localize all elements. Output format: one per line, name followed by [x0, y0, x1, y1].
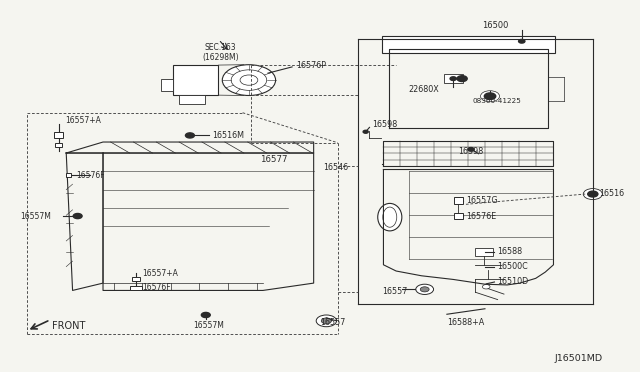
Bar — [454, 213, 463, 219]
Text: 16510D: 16510D — [498, 277, 529, 286]
Bar — [161, 78, 173, 92]
Circle shape — [316, 315, 337, 327]
Ellipse shape — [383, 207, 397, 227]
Text: 16516M: 16516M — [212, 131, 244, 140]
Text: (16298M): (16298M) — [202, 53, 239, 62]
Text: 16516: 16516 — [599, 189, 624, 198]
Text: 16557: 16557 — [382, 287, 408, 296]
Circle shape — [240, 75, 258, 85]
Circle shape — [481, 91, 500, 102]
Text: 08360-41225: 08360-41225 — [472, 98, 521, 104]
Circle shape — [484, 93, 496, 100]
Circle shape — [583, 189, 602, 199]
Circle shape — [457, 76, 467, 81]
Circle shape — [363, 130, 368, 133]
Bar — [66, 173, 71, 177]
Text: SEC.163: SEC.163 — [205, 43, 236, 52]
Bar — [179, 95, 205, 104]
Text: 16588+A: 16588+A — [447, 318, 484, 327]
Bar — [444, 74, 463, 83]
Text: 16576P: 16576P — [296, 61, 326, 70]
Circle shape — [468, 148, 474, 151]
Bar — [54, 132, 63, 138]
Text: 16577: 16577 — [260, 155, 287, 164]
Text: 16557M: 16557M — [20, 212, 51, 221]
Circle shape — [222, 65, 276, 96]
Circle shape — [416, 284, 433, 295]
Circle shape — [518, 39, 525, 43]
Bar — [173, 65, 218, 95]
Circle shape — [321, 318, 332, 324]
Bar — [56, 143, 62, 147]
Circle shape — [450, 77, 456, 80]
Text: 16500C: 16500C — [498, 262, 529, 271]
Circle shape — [483, 285, 490, 289]
Text: 16576F: 16576F — [76, 171, 104, 180]
Circle shape — [73, 214, 82, 219]
Circle shape — [186, 133, 195, 138]
Text: 16557: 16557 — [320, 318, 346, 327]
Bar — [476, 247, 493, 256]
Text: 16557+A: 16557+A — [142, 269, 178, 278]
Bar — [382, 36, 555, 53]
Text: FRONT: FRONT — [52, 321, 86, 331]
Text: 16500: 16500 — [482, 21, 508, 30]
Text: 16557G: 16557G — [466, 196, 497, 205]
Text: J16501MD: J16501MD — [555, 354, 603, 363]
Text: 16598: 16598 — [458, 147, 484, 156]
Text: 16598: 16598 — [372, 120, 397, 129]
Text: 16557M: 16557M — [193, 321, 224, 330]
Circle shape — [420, 287, 429, 292]
Bar — [454, 198, 463, 204]
Text: 16557+A: 16557+A — [65, 116, 101, 125]
Ellipse shape — [378, 203, 402, 231]
Text: 16588: 16588 — [498, 247, 523, 256]
Circle shape — [231, 70, 267, 90]
Text: 16576F: 16576F — [142, 283, 171, 292]
Bar — [132, 277, 140, 281]
Circle shape — [202, 312, 211, 318]
Circle shape — [588, 191, 598, 197]
Bar — [130, 286, 142, 290]
Text: 22680X: 22680X — [409, 86, 440, 94]
Text: 16576E: 16576E — [466, 212, 496, 221]
Text: 16546: 16546 — [323, 163, 349, 172]
